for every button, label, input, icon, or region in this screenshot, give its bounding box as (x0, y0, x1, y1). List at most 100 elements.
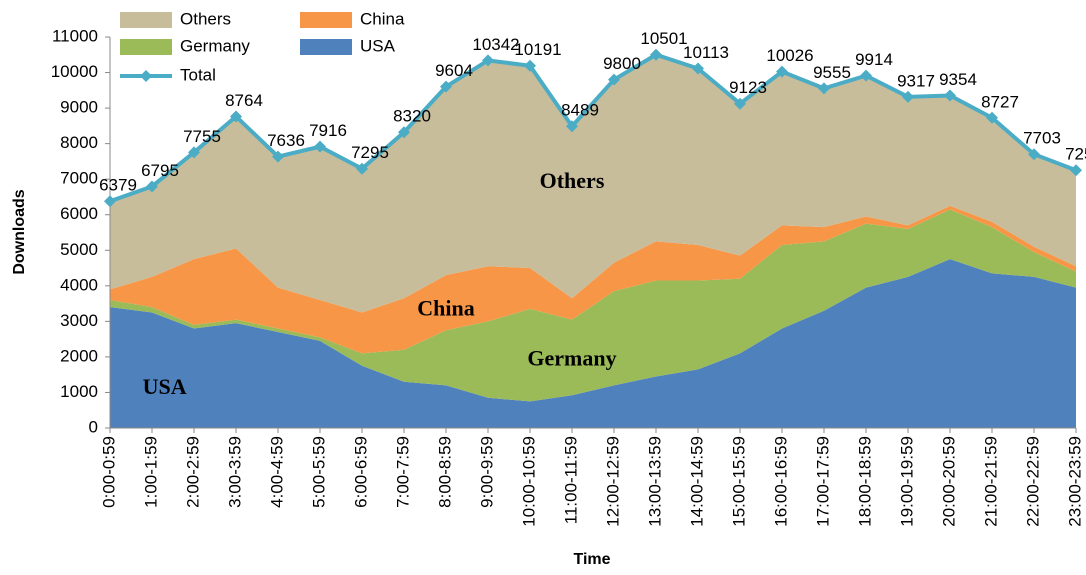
total-line (109, 52, 1077, 204)
total-marker (440, 80, 452, 93)
total-marker (482, 54, 494, 67)
x-tick-label: 21:00-21:59 (981, 436, 1000, 527)
data-label: 7636 (267, 131, 305, 150)
total-marker (692, 62, 704, 75)
data-label: 8489 (561, 101, 599, 120)
total-marker (188, 146, 200, 159)
area-annotation: Others (540, 168, 605, 193)
data-label: 7916 (309, 121, 347, 140)
total-marker (398, 126, 410, 139)
y-tick-label: 1000 (60, 382, 98, 401)
area-annotation: Germany (527, 346, 616, 371)
y-tick-label: 0 (89, 417, 98, 436)
data-label: 8764 (225, 91, 263, 110)
y-tick-label: 11000 (52, 26, 98, 45)
data-label: 7703 (1023, 129, 1061, 148)
area (110, 205, 1076, 354)
data-label: 9914 (855, 50, 893, 69)
x-tick-label: 17:00-17:59 (813, 436, 832, 527)
legend-swatch (120, 39, 172, 55)
total-marker (818, 82, 830, 95)
x-tick-label: 7:00-7:59 (393, 436, 412, 508)
x-tick-label: 1:00-1:59 (141, 436, 160, 508)
y-tick-label: 5000 (60, 240, 98, 259)
y-tick-label: 9000 (60, 98, 98, 117)
y-tick-label: 4000 (60, 275, 98, 294)
total-marker (314, 140, 326, 153)
data-label: 7755 (183, 127, 221, 146)
total-marker (230, 110, 242, 123)
data-label: 7251 (1065, 145, 1086, 164)
area-annotation: USA (143, 374, 187, 399)
data-label: 9123 (729, 78, 767, 97)
data-label: 8727 (981, 92, 1019, 111)
y-tick-label: 2000 (60, 346, 98, 365)
y-tick-label: 7000 (60, 169, 98, 188)
x-tick-label: 9:00-9:59 (477, 436, 496, 508)
total-marker (566, 120, 578, 133)
total-marker (986, 111, 998, 124)
total-marker (524, 59, 536, 72)
total-marker (104, 195, 116, 208)
total-marker (902, 90, 914, 103)
x-tick-label: 12:00-12:59 (603, 436, 622, 527)
x-tick-label: 6:00-6:59 (351, 436, 370, 508)
area (110, 259, 1076, 428)
total-marker (860, 69, 872, 82)
data-label: 10501 (640, 29, 687, 48)
data-label: 10342 (472, 35, 519, 54)
y-axis-label: Downloads (11, 189, 28, 274)
x-tick-label: 20:00-20:59 (939, 436, 958, 527)
total-marker (272, 150, 284, 163)
x-tick-label: 19:00-19:59 (897, 436, 916, 527)
area-annotation: China (417, 296, 474, 321)
y-tick-label: 10000 (51, 62, 98, 81)
legend-label: Germany (180, 36, 250, 55)
total-marker (1070, 164, 1082, 177)
x-tick-label: 5:00-5:59 (309, 436, 328, 508)
data-label: 6379 (99, 176, 137, 195)
x-tick-label: 16:00-16:59 (771, 436, 790, 527)
legend-label: Total (180, 65, 216, 84)
x-tick-label: 22:00-22:59 (1023, 436, 1042, 527)
x-tick-label: 14:00-14:59 (687, 436, 706, 527)
data-label: 9800 (603, 54, 641, 73)
data-label: 10113 (683, 43, 729, 62)
x-tick-label: 8:00-8:59 (435, 436, 454, 508)
legend-swatch (120, 12, 172, 28)
legend-label: USA (360, 36, 396, 55)
area (110, 209, 1076, 402)
data-label: 10191 (514, 40, 561, 59)
data-label: 10026 (766, 46, 813, 65)
data-label: 9317 (897, 71, 935, 90)
x-tick-label: 13:00-13:59 (645, 436, 664, 527)
total-marker (1028, 148, 1040, 161)
area (110, 54, 1076, 313)
legend-swatch (300, 39, 352, 55)
data-label: 9604 (435, 61, 473, 80)
x-tick-label: 18:00-18:59 (855, 436, 874, 527)
x-tick-label: 0:00-0:59 (99, 436, 118, 508)
total-marker (944, 89, 956, 102)
x-tick-label: 23:00-23:59 (1065, 436, 1084, 527)
y-tick-label: 8000 (60, 133, 98, 152)
legend-label: China (360, 9, 405, 28)
y-tick-label: 6000 (60, 204, 98, 223)
total-marker (146, 180, 158, 193)
x-tick-label: 11:00-11:59 (561, 436, 580, 524)
x-tick-label: 15:00-15:59 (729, 436, 748, 527)
data-label: 9555 (813, 63, 851, 82)
data-label: 9354 (939, 70, 977, 89)
x-tick-label: 2:00-2:59 (183, 436, 202, 508)
total-marker (650, 48, 662, 61)
x-axis-label: Time (573, 551, 610, 568)
total-marker (356, 162, 368, 175)
x-tick-label: 4:00-4:59 (267, 436, 286, 508)
y-tick-label: 3000 (60, 311, 98, 330)
total-marker (776, 65, 788, 78)
data-label: 7295 (351, 143, 389, 162)
x-tick-label: 3:00-3:59 (225, 436, 244, 508)
x-tick-label: 10:00-10:59 (519, 436, 538, 527)
